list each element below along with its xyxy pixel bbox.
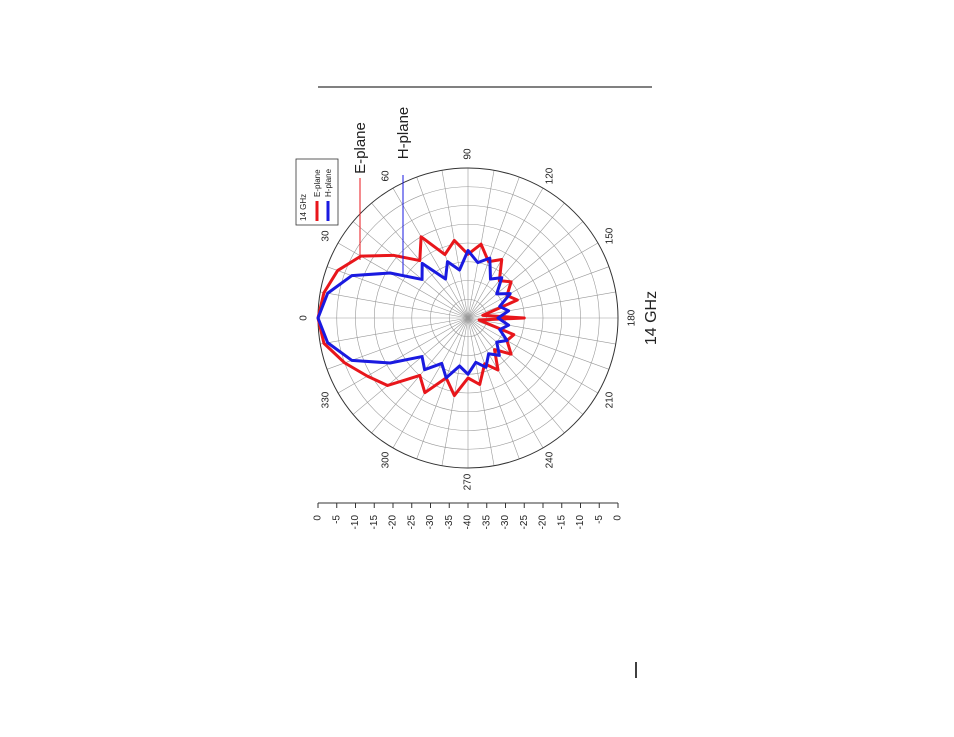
angle-label: 330 <box>321 391 332 408</box>
annotation: H-plane <box>395 107 412 160</box>
scale-label: -10 <box>575 515 586 530</box>
scale-label: -35 <box>481 515 492 530</box>
angle-label: 60 <box>381 170 392 182</box>
annotation: E-plane <box>352 122 369 174</box>
scale-label: -25 <box>406 515 417 530</box>
angle-label: 0 <box>299 315 310 321</box>
angle-label: 300 <box>381 451 392 468</box>
angle-label: 90 <box>463 148 474 160</box>
scale-label: -20 <box>388 515 399 530</box>
scale-label: -25 <box>519 515 530 530</box>
angle-label: 150 <box>605 227 616 244</box>
legend-title: 14 GHz <box>299 194 308 221</box>
scale-label: -20 <box>538 515 549 530</box>
grid-ring <box>355 205 581 431</box>
scale-bar: 0 -5 -10 -15 -20 -25 -30 -35 -40 -35 -30 -25 -20 -15-… <box>313 502 624 530</box>
angle-label: 240 <box>545 451 556 468</box>
angle-label: 210 <box>605 391 616 408</box>
scale-label: 0 <box>613 515 624 521</box>
chart-title: 14 GHz <box>643 291 660 345</box>
angle-label: 270 <box>463 473 474 490</box>
scale-label: -15 <box>369 515 380 530</box>
legend-label: E-plane <box>313 169 322 197</box>
grid-ring <box>373 223 563 413</box>
scale-label: -5 <box>594 515 605 524</box>
scale-label: -5 <box>331 515 342 524</box>
series-line <box>316 235 526 398</box>
scale-label: -10 <box>350 515 361 530</box>
angle-label: 120 <box>545 167 556 184</box>
angle-label: 180 <box>627 309 638 326</box>
scale-label: -30 <box>500 515 511 530</box>
grid-ring <box>392 242 544 394</box>
angle-label: 30 <box>321 230 332 242</box>
polar-chart: 0 30 60 90 120 150 180 210 240 270 300 330 14 GHz E-p… <box>295 107 660 490</box>
scale-label: 0 <box>313 515 324 521</box>
scale-label: -30 <box>425 515 436 530</box>
scale-label: -15 <box>556 515 567 530</box>
series-line <box>316 249 512 380</box>
grid-ring <box>448 298 488 338</box>
scale-label: -35 <box>444 515 455 530</box>
grid-ring <box>336 186 600 450</box>
legend-label: H-plane <box>324 168 333 197</box>
scale-label: -40 <box>463 515 474 530</box>
